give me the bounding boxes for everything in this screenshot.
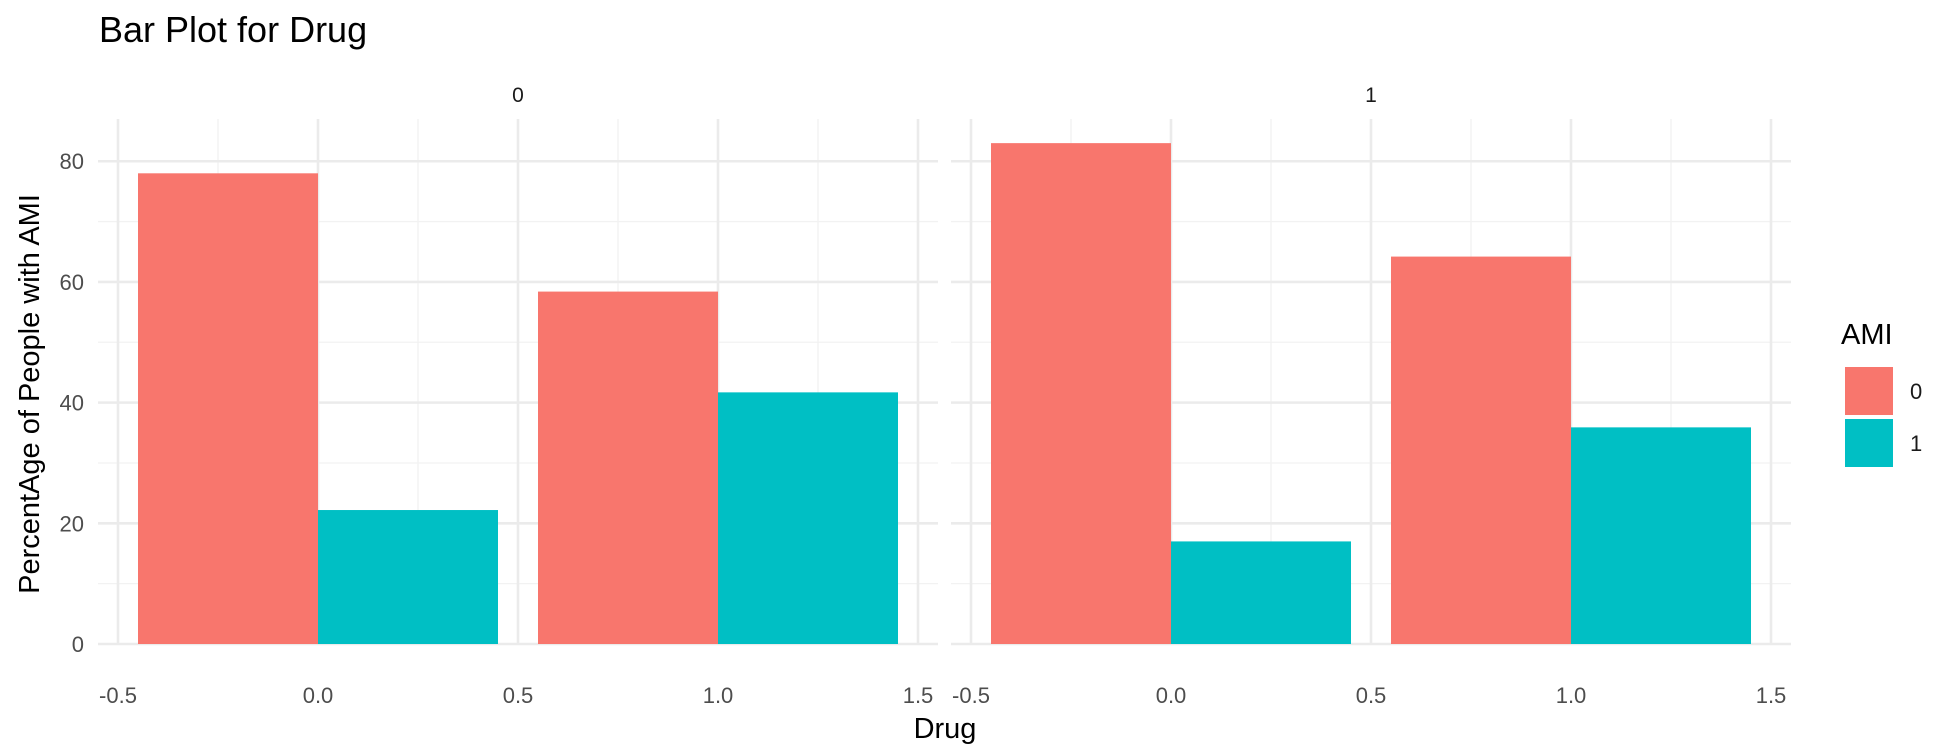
x-axis-label: Drug [914, 713, 977, 745]
legend-title: AMI [1841, 319, 1893, 351]
y-tick-label: 40 [60, 391, 84, 416]
facet-strip-label: 0 [512, 84, 524, 107]
legend-key-1 [1845, 419, 1893, 467]
y-tick-label: 60 [60, 270, 84, 295]
legend-label-0: 0 [1910, 379, 1922, 404]
x-tick-label: 1.0 [703, 683, 734, 708]
x-tick-label: 0.5 [503, 683, 534, 708]
facet-panel-0: -0.5 0.0 0.5 1.0 1.5 0 [98, 84, 938, 708]
x-tick-label: 0.5 [1356, 683, 1387, 708]
x-tick-label: 0.0 [303, 683, 334, 708]
bar-facet1-drug1-ami0 [1391, 256, 1571, 644]
x-tick-label: 0.0 [1156, 683, 1187, 708]
bar-facet0-drug1-ami1 [718, 392, 898, 644]
y-axis-label: PercentAge of People with AMI [14, 194, 46, 594]
legend: AMI 0 1 [1841, 319, 1922, 467]
legend-key-0 [1845, 367, 1893, 415]
x-tick-label: 1.0 [1556, 683, 1587, 708]
y-tick-label: 20 [60, 511, 84, 536]
bar-facet0-drug0-ami1 [318, 510, 498, 644]
bar-facet0-drug1-ami0 [538, 291, 718, 644]
x-tick-label: 1.5 [1756, 683, 1787, 708]
legend-label-1: 1 [1910, 431, 1922, 456]
y-tick-label: 0 [72, 632, 84, 657]
facet-panels: -0.5 0.0 0.5 1.0 1.5 0 -0.5 0.0 0.5 1.0 1.5 1 0 20 40 6… [60, 84, 1791, 708]
facet-panel-1: -0.5 0.0 0.5 1.0 1.5 1 [951, 84, 1791, 708]
y-tick-label: 80 [60, 149, 84, 174]
x-tick-label: -0.5 [952, 683, 990, 708]
bar-facet1-drug1-ami1 [1571, 427, 1751, 644]
bar-facet0-drug0-ami0 [138, 173, 318, 644]
x-tick-label: -0.5 [99, 683, 137, 708]
facet-strip-label: 1 [1365, 84, 1377, 107]
chart-title: Bar Plot for Drug [99, 9, 367, 50]
x-tick-label: 1.5 [903, 683, 934, 708]
bar-facet1-drug0-ami0 [991, 143, 1171, 644]
bar-facet1-drug0-ami1 [1171, 541, 1351, 644]
